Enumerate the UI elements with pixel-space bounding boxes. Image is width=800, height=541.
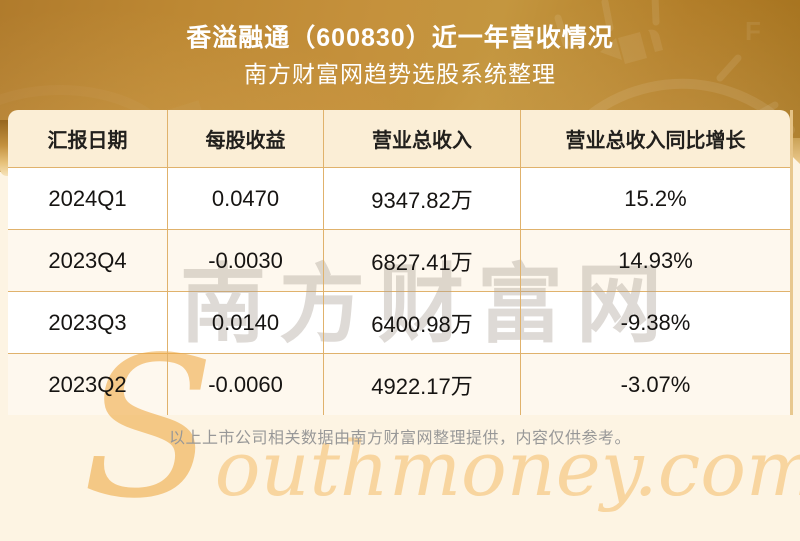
- table-row: 2024Q1 0.0470 9347.82万 15.2%: [8, 167, 790, 229]
- cell-revenue: 6827.41万: [324, 230, 521, 291]
- column-header-total-revenue: 营业总收入: [324, 110, 521, 167]
- page-title: 香溢融通（600830）近一年营收情况: [186, 24, 614, 52]
- cell-yoy: -3.07%: [620, 371, 691, 397]
- cell-revenue: 6400.98万: [324, 292, 521, 353]
- cell-period: 2023Q3: [8, 292, 168, 353]
- cell-yoy: 15.2%: [624, 185, 687, 211]
- table-row: 2023Q2 -0.0060 4922.17万 -3.07%: [8, 353, 790, 415]
- page-subtitle: 南方财富网趋势选股系统整理: [244, 61, 556, 87]
- revenue-table: 汇报日期 每股收益 营业总收入 营业总收入同比增长 2024Q1 0.0470 …: [8, 110, 800, 541]
- table-row: 2023Q4 -0.0030 6827.41万 14.93%: [8, 229, 790, 291]
- cell-eps: 0.0140: [168, 292, 324, 353]
- cell-eps: 0.0470: [168, 168, 324, 229]
- svg-text:F: F: [745, 16, 761, 46]
- cell-period: 2023Q4: [8, 230, 168, 291]
- cell-period: 2024Q1: [8, 168, 168, 229]
- cell-yoy: -9.38%: [620, 309, 691, 335]
- table-header-row: 汇报日期 每股收益 营业总收入 营业总收入同比增长: [8, 110, 790, 167]
- table-row: 2023Q3 0.0140 6400.98万 -9.38%: [8, 291, 790, 353]
- banner-left-curl: [0, 120, 9, 176]
- cell-eps: -0.0030: [168, 230, 324, 291]
- cell-yoy: 14.93%: [618, 247, 693, 273]
- column-header-eps: 每股收益: [168, 110, 324, 167]
- cell-revenue: 9347.82万: [324, 168, 521, 229]
- footer-disclaimer: 以上上市公司相关数据由南方财富网整理提供，内容仅供参考。: [168, 430, 631, 447]
- cell-revenue: 4922.17万: [324, 354, 521, 415]
- cell-eps: -0.0060: [168, 354, 324, 415]
- column-header-yoy-growth: 营业总收入同比增长: [565, 130, 746, 152]
- header-titles: 香溢融通（600830）近一年营收情况 南方财富网趋势选股系统整理: [0, 21, 800, 92]
- cell-period: 2023Q2: [8, 354, 168, 415]
- column-header-report-date: 汇报日期: [8, 110, 168, 167]
